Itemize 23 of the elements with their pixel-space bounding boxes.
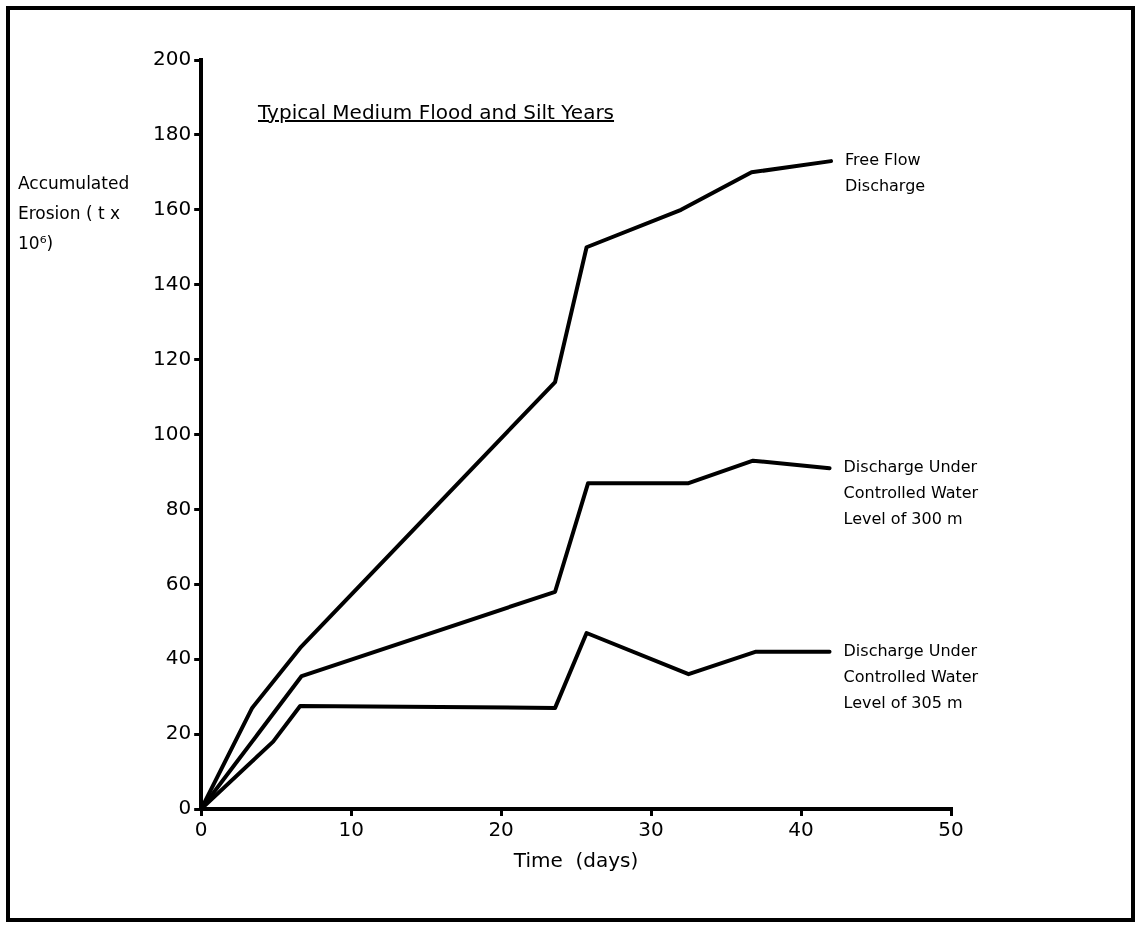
- x-tick-label: 30: [638, 817, 664, 842]
- y-tick-label: 80: [165, 495, 192, 520]
- series-label: Discharge Under Controlled Water Level of 305 m: [843, 640, 979, 712]
- series-label: Discharge Under Controlled Water Level of 300 m: [843, 457, 979, 529]
- y-tick-label: 180: [152, 121, 192, 146]
- x-tick-label: 50: [938, 817, 964, 842]
- x-tick-label: 20: [488, 817, 514, 842]
- x-tick-label: 0: [194, 817, 208, 842]
- x-tick-label: 40: [788, 817, 814, 842]
- x-axis-title: Time (days): [512, 848, 639, 873]
- y-tick-label: 200: [152, 46, 192, 71]
- y-tick-label: 60: [165, 570, 192, 595]
- y-axis-title: Accumulated Erosion ( t x 10⁶): [18, 172, 131, 255]
- y-tick-label: 160: [152, 196, 192, 220]
- y-tick-label: 120: [152, 345, 192, 370]
- y-tick-label: 20: [165, 720, 192, 745]
- x-tick-label: 10: [338, 817, 364, 842]
- y-tick-label: 40: [165, 645, 192, 670]
- y-tick-label: 100: [152, 420, 192, 445]
- text: Typical Medium Flood and Silt Years: [258, 100, 615, 124]
- series-label: Free Flow Discharge: [845, 150, 926, 196]
- y-tick-label: 0: [178, 795, 192, 820]
- y-tick-label: 140: [152, 270, 192, 295]
